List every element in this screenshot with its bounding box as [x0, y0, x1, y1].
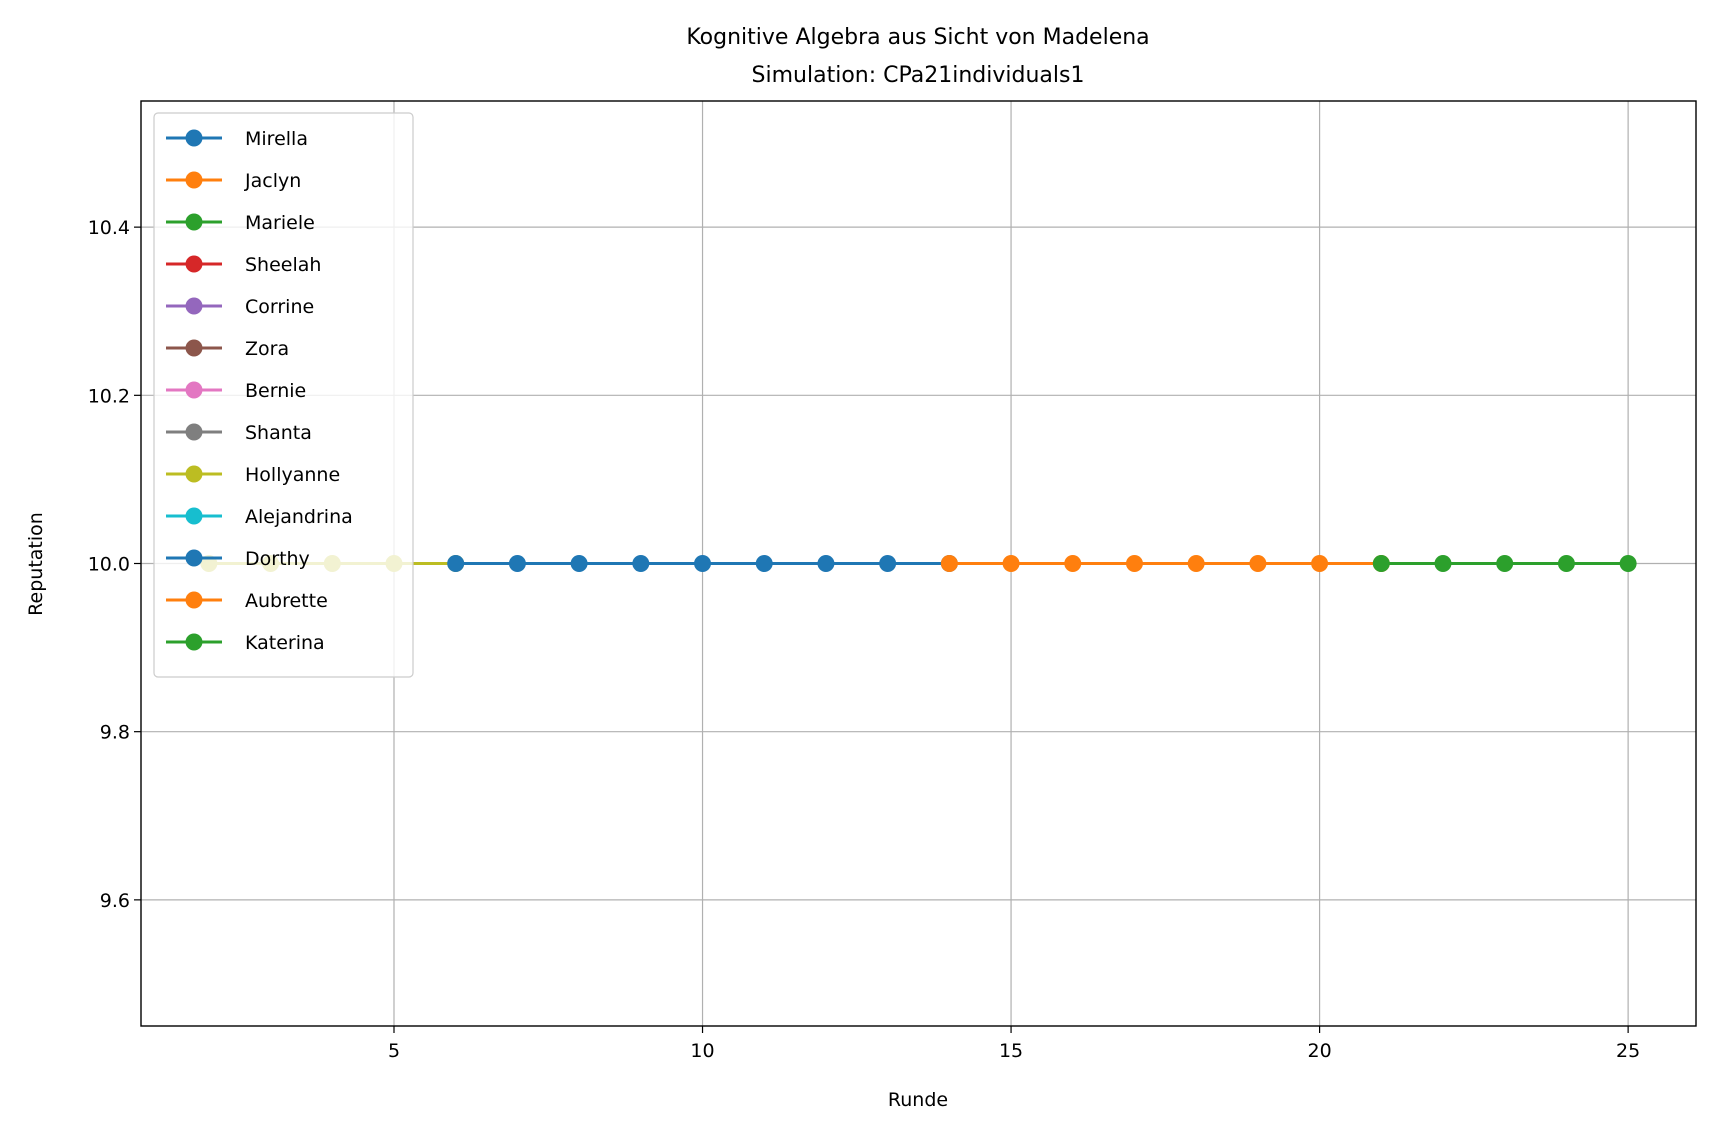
- y-axis-ticks: 9.6 9.8 10.0 10.2 10.4: [88, 217, 141, 912]
- legend-item-dorthy: Dorthy: [166, 548, 310, 570]
- series-group: [200, 555, 1637, 572]
- legend-marker: [185, 339, 203, 357]
- data-point-dorthy: [755, 555, 773, 572]
- legend-label: Alejandrina: [245, 506, 353, 528]
- legend-item-mariele: Mariele: [166, 212, 315, 234]
- legend-marker: [185, 465, 203, 483]
- x-tick-label: 25: [1616, 1040, 1640, 1062]
- data-point-aubrette: [1002, 555, 1020, 572]
- legend-label: Mariele: [245, 212, 315, 234]
- legend-item-hollyanne: Hollyanne: [166, 464, 340, 486]
- x-tick-label: 10: [690, 1040, 714, 1062]
- legend-marker: [185, 255, 203, 273]
- data-point-dorthy: [632, 555, 650, 572]
- y-tick-label: 9.8: [100, 722, 130, 744]
- legend-marker: [185, 591, 203, 609]
- legend-item-jaclyn: Jaclyn: [166, 170, 301, 192]
- legend-item-zora: Zora: [166, 338, 289, 360]
- data-point-aubrette: [1249, 555, 1267, 572]
- legend-marker: [185, 633, 203, 651]
- y-tick-label: 10.4: [88, 217, 130, 239]
- x-tick-label: 15: [999, 1040, 1023, 1062]
- legend-label: Bernie: [245, 380, 306, 402]
- chart-title: Kognitive Algebra aus Sicht von Madelena: [686, 25, 1149, 50]
- legend-label: Sheelah: [245, 254, 321, 276]
- data-point-aubrette: [1311, 555, 1329, 572]
- series-katerina: [1372, 555, 1637, 572]
- data-point-dorthy: [694, 555, 712, 572]
- data-point-aubrette: [1064, 555, 1082, 572]
- data-point-dorthy: [447, 555, 465, 572]
- legend-marker: [185, 129, 203, 147]
- legend-label: Corrine: [245, 296, 314, 318]
- data-point-katerina: [1372, 555, 1390, 572]
- legend-item-katerina: Katerina: [166, 632, 325, 654]
- legend-marker: [185, 381, 203, 399]
- legend-marker: [185, 549, 203, 567]
- series-aubrette: [940, 555, 1390, 572]
- legend-label: Aubrette: [245, 590, 328, 612]
- legend-item-corrine: Corrine: [166, 296, 314, 318]
- data-point-katerina: [1557, 555, 1575, 572]
- legend-label: Katerina: [245, 632, 325, 654]
- legend-marker: [185, 507, 203, 525]
- legend-label: Mirella: [245, 128, 308, 150]
- y-tick-label: 10.2: [88, 385, 130, 407]
- legend-label: Shanta: [245, 422, 312, 444]
- data-point-katerina: [1434, 555, 1452, 572]
- data-point-aubrette: [1187, 555, 1205, 572]
- data-point-dorthy: [570, 555, 588, 572]
- legend-item-sheelah: Sheelah: [166, 254, 321, 276]
- x-tick-label: 5: [388, 1040, 400, 1062]
- y-tick-label: 9.6: [100, 890, 130, 912]
- data-point-katerina: [1496, 555, 1514, 572]
- legend-item-shanta: Shanta: [166, 422, 312, 444]
- y-tick-label: 10.0: [88, 554, 130, 576]
- data-point-dorthy: [879, 555, 897, 572]
- legend-label: Hollyanne: [245, 464, 340, 486]
- legend-marker: [185, 171, 203, 189]
- data-point-aubrette: [940, 555, 958, 572]
- legend-item-alejandrina: Alejandrina: [166, 506, 353, 528]
- legend-item-bernie: Bernie: [166, 380, 306, 402]
- legend: Mirella Jaclyn Mariele Sheelah Corrine Zora Be…: [153, 112, 414, 678]
- data-point-dorthy: [817, 555, 835, 572]
- legend-marker: [185, 297, 203, 315]
- chart-subtitle: Simulation: CPa21individuals1: [752, 63, 1085, 88]
- data-point-katerina: [1619, 555, 1637, 572]
- data-point-aubrette: [1125, 555, 1143, 572]
- legend-item-mirella: Mirella: [166, 128, 308, 150]
- x-axis-label: Runde: [888, 1089, 948, 1111]
- legend-marker: [185, 213, 203, 231]
- legend-label: Dorthy: [245, 548, 310, 570]
- legend-item-aubrette: Aubrette: [166, 590, 328, 612]
- x-tick-label: 20: [1307, 1040, 1331, 1062]
- x-axis-ticks: 5 10 15 20 25: [388, 1026, 1640, 1062]
- legend-label: Zora: [245, 338, 289, 360]
- legend-label: Jaclyn: [244, 170, 301, 192]
- legend-box: [153, 112, 414, 678]
- data-point-dorthy: [508, 555, 526, 572]
- y-axis-label: Reputation: [25, 512, 47, 616]
- series-dorthy: [447, 555, 958, 572]
- legend-marker: [185, 423, 203, 441]
